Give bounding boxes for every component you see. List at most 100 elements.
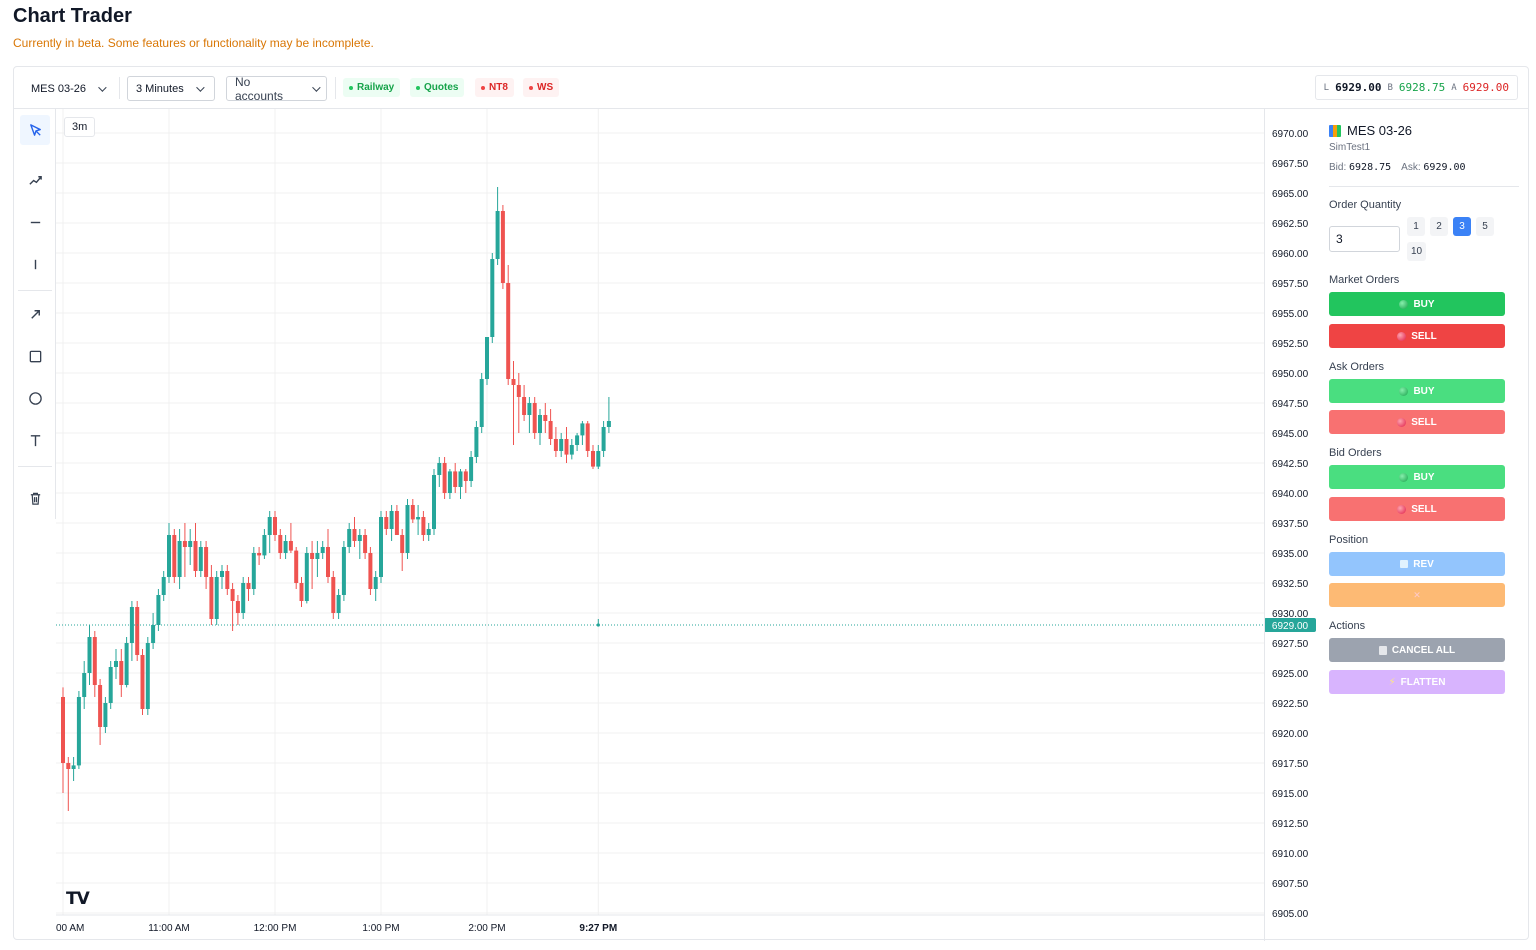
- candle-body: [432, 475, 436, 529]
- rectangle-tool[interactable]: [20, 341, 50, 371]
- trash-icon: [1378, 645, 1387, 655]
- candle-body: [204, 547, 209, 577]
- drawing-toolbar: [14, 109, 56, 519]
- candle-body: [400, 535, 405, 553]
- button-label: BUY: [1413, 298, 1435, 310]
- account-select[interactable]: No accounts: [226, 75, 327, 103]
- y-tick-label: 6927.50: [1272, 639, 1309, 650]
- actions-label: Actions: [1329, 620, 1366, 632]
- arrow-tool[interactable]: [20, 299, 50, 329]
- y-tick-label: 6912.50: [1272, 819, 1309, 830]
- candle-body: [347, 529, 352, 547]
- close-position-button[interactable]: ✕: [1329, 583, 1505, 607]
- button-label: BUY: [1413, 471, 1435, 483]
- candle-body: [92, 637, 97, 685]
- candle-body: [453, 471, 458, 487]
- ask-sell-button[interactable]: SELL: [1329, 410, 1505, 434]
- instrument-label: MES 03-26: [31, 82, 87, 95]
- qty-preset-10[interactable]: 10: [1407, 242, 1427, 261]
- reverse-icon: [1400, 560, 1409, 568]
- divider: [18, 290, 52, 291]
- candle-body: [230, 589, 235, 601]
- chart-trader-frame: MES 03-26 3 Minutes No accounts Railway …: [13, 66, 1529, 941]
- text-tool[interactable]: [20, 425, 50, 455]
- qty-preset-2[interactable]: 2: [1430, 217, 1448, 236]
- candle-body: [495, 211, 500, 259]
- price-chart[interactable]: 00 AM 11:00 AM 12:00 PM 1:00 PM 2:00 PM 9:27 …: [56, 109, 1316, 941]
- candle-body: [76, 697, 81, 766]
- candle-body: [447, 471, 452, 493]
- ask-buy-button[interactable]: BUY: [1329, 379, 1505, 403]
- text-icon: [30, 434, 40, 446]
- x-tick-label: 1:00 PM: [362, 923, 399, 934]
- market-buy-button[interactable]: BUY: [1329, 292, 1505, 316]
- y-tick-label: 6950.00: [1272, 369, 1309, 380]
- candle-body: [421, 517, 426, 535]
- divider: [1329, 186, 1519, 187]
- chevron-down-icon: [98, 82, 107, 92]
- qty-preset-3[interactable]: 3: [1453, 217, 1471, 236]
- y-tick-label: 6947.50: [1272, 399, 1309, 410]
- status-pill-label: NT8: [489, 82, 508, 93]
- candle-body: [82, 673, 87, 697]
- order-quantity-input[interactable]: [1329, 226, 1400, 252]
- market-sell-button[interactable]: SELL: [1329, 324, 1505, 348]
- candle-body: [235, 601, 240, 613]
- vertical-line-tool[interactable]: [20, 249, 50, 279]
- candle-body: [161, 577, 166, 595]
- y-tick-label: 6965.00: [1272, 189, 1309, 200]
- status-dot-icon: [349, 85, 353, 90]
- trend-line-tool[interactable]: [20, 165, 50, 195]
- y-tick-label: 6922.50: [1272, 699, 1309, 710]
- candle-body: [273, 517, 277, 535]
- horizontal-line-tool[interactable]: [20, 207, 50, 237]
- cursor-tool[interactable]: [20, 115, 50, 145]
- candle-body: [405, 505, 410, 553]
- vertical-line-icon: [34, 259, 36, 269]
- candle-body: [299, 583, 304, 601]
- candle-body: [580, 423, 585, 436]
- button-label: REV: [1413, 558, 1434, 570]
- candle-body: [251, 553, 256, 589]
- candle-body: [304, 553, 309, 601]
- candle-body: [410, 505, 415, 520]
- bid-buy-button[interactable]: BUY: [1329, 465, 1505, 489]
- button-label: SELL: [1411, 416, 1437, 428]
- bid-sell-button[interactable]: SELL: [1329, 497, 1505, 521]
- cancel-all-button[interactable]: CANCEL ALL: [1329, 638, 1505, 662]
- candle-body: [506, 283, 511, 379]
- circle-icon: [28, 391, 42, 405]
- delete-drawings-tool[interactable]: [20, 483, 50, 513]
- top-toolbar: MES 03-26 3 Minutes No accounts Railway …: [14, 67, 1528, 109]
- bid-orders-label: Bid Orders: [1329, 447, 1382, 459]
- candlestick-chart[interactable]: 00 AM 11:00 AM 12:00 PM 1:00 PM 2:00 PM 9:27 …: [56, 109, 1264, 941]
- status-pill-quotes: Quotes: [410, 78, 465, 97]
- y-tick-label: 6920.00: [1272, 729, 1309, 740]
- candle-body: [341, 547, 346, 595]
- candle-body: [601, 427, 606, 451]
- candle-body: [198, 547, 203, 571]
- price-axis[interactable]: 6970.00 6967.50 6965.00 6962.50 6960.00 6957.…: [1264, 109, 1328, 941]
- candle-body: [114, 661, 118, 667]
- bid-price: 6928.75: [1398, 81, 1446, 94]
- status-pill-nt8: NT8: [475, 78, 514, 97]
- timeframe-select[interactable]: 3 Minutes: [127, 76, 215, 101]
- bid-ask-display: Bid: 6928.75 Ask: 6929.00: [1329, 162, 1466, 173]
- symbol-header: MES 03-26: [1329, 123, 1412, 138]
- circle-tool[interactable]: [20, 383, 50, 413]
- y-tick-label: 6945.00: [1272, 429, 1309, 440]
- qty-preset-5[interactable]: 5: [1476, 217, 1494, 236]
- flatten-button[interactable]: ⚡ FLATTEN: [1329, 670, 1505, 694]
- candle-body: [527, 403, 532, 415]
- candle-body: [103, 703, 108, 727]
- instrument-select[interactable]: MES 03-26: [31, 76, 107, 101]
- qty-preset-1[interactable]: 1: [1407, 217, 1425, 236]
- trend-line-icon: [28, 175, 42, 185]
- status-pill-label: Railway: [357, 82, 395, 93]
- candle-body: [575, 435, 580, 445]
- candle-body: [310, 553, 315, 559]
- reverse-position-button[interactable]: REV: [1329, 552, 1505, 576]
- y-tick-label: 6970.00: [1272, 129, 1309, 140]
- y-tick-label: 6940.00: [1272, 489, 1309, 500]
- button-label: SELL: [1411, 503, 1437, 515]
